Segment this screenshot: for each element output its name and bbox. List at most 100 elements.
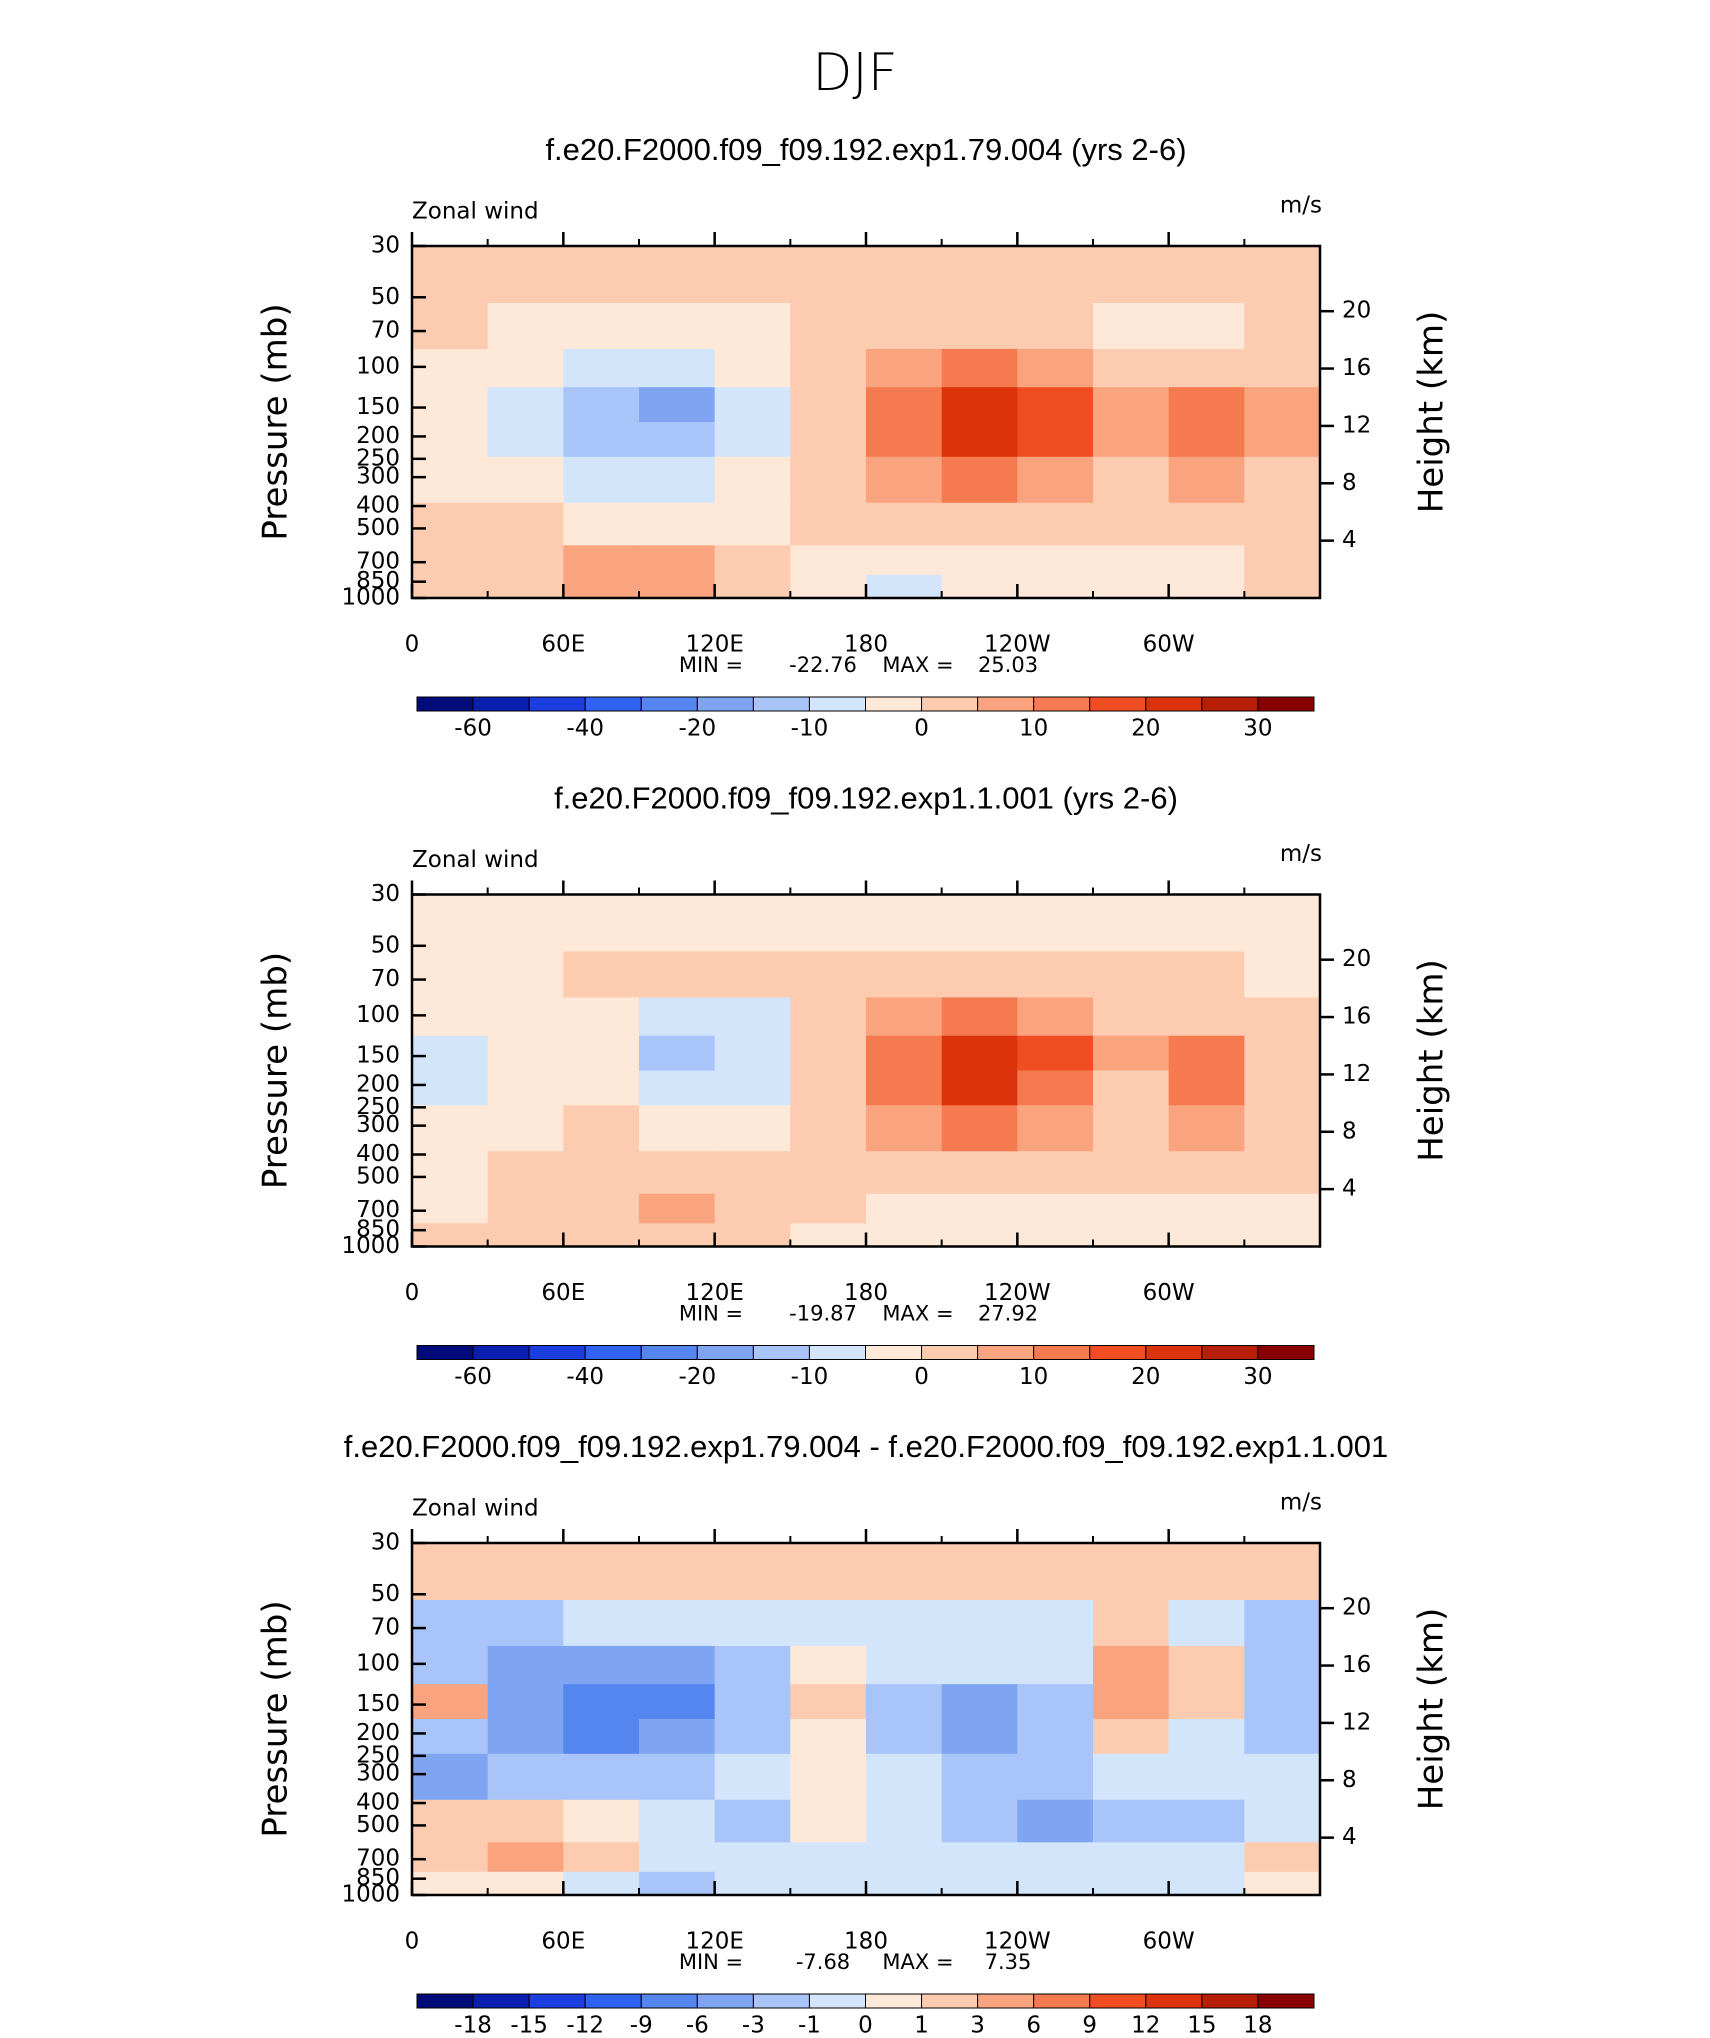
max-value: 25.03	[978, 653, 1038, 677]
contour-cell	[1244, 1070, 1321, 1106]
contour-cell	[1017, 1151, 1094, 1195]
colorbar-label: 18	[1243, 2013, 1272, 2038]
max-label: MAX =	[882, 1302, 953, 1326]
contour-cell	[1093, 387, 1170, 423]
contour-cell	[563, 1599, 640, 1647]
colorbar-box	[1033, 1993, 1091, 2009]
colorbar-box	[865, 1345, 923, 1360]
contour-cell	[941, 387, 1018, 423]
contour-cell	[412, 1842, 489, 1873]
contour-cell	[714, 1543, 791, 1601]
contour-cell	[941, 456, 1018, 504]
contour-cell	[866, 1684, 943, 1720]
contour-cell	[487, 502, 564, 546]
contour-cell	[1244, 1543, 1321, 1601]
contour-cell	[639, 1105, 716, 1152]
x-tick-label: 60W	[1143, 1929, 1195, 1955]
colorbar-box	[1089, 1993, 1147, 2009]
contour-cell	[941, 1223, 1018, 1248]
colorbar-box	[865, 696, 923, 712]
x-tick-label: 120E	[685, 632, 743, 658]
contour-cell	[563, 1070, 640, 1106]
contour-cell	[412, 574, 489, 599]
contour-cell	[790, 894, 867, 953]
y-tick-label: 850	[356, 1865, 400, 1891]
contour-cell	[1017, 545, 1094, 576]
contour-cell	[1093, 1645, 1170, 1685]
contour-cell	[1244, 574, 1321, 599]
contour-cell	[790, 1543, 867, 1601]
contour-cell	[1093, 1105, 1170, 1152]
y-tick-label: 70	[371, 1615, 400, 1641]
contour-cell	[487, 1105, 564, 1152]
colorbar-label: 9	[1082, 2013, 1097, 2038]
colorbar-box	[921, 1993, 979, 2009]
contour-cell	[639, 997, 716, 1037]
contour-cell	[1168, 1035, 1245, 1072]
contour-cell	[714, 1799, 791, 1843]
contour-cell	[714, 1719, 791, 1755]
contour-cell	[563, 1543, 640, 1601]
colorbar-box	[808, 1345, 866, 1360]
contour-cell	[714, 1193, 791, 1224]
contour-cell	[412, 502, 489, 546]
colorbar-label: -40	[566, 1364, 604, 1390]
contour-cell	[1244, 1842, 1321, 1873]
y-tick-label: 100	[356, 353, 400, 379]
colorbar-box	[1257, 1993, 1315, 2009]
contour-cell	[563, 1799, 640, 1843]
contour-cell	[1093, 545, 1170, 576]
contour-cell	[1168, 1193, 1245, 1224]
contour-cell	[1244, 246, 1321, 304]
colorbar-label: 0	[914, 716, 929, 742]
contour-cell	[1244, 1035, 1321, 1072]
contour-cell	[790, 1193, 867, 1224]
contour-cell	[941, 1105, 1018, 1152]
contour-cell	[941, 894, 1018, 953]
colorbar-label: -9	[630, 2013, 653, 2038]
contour-cell	[563, 302, 640, 350]
contour-cell	[790, 1151, 867, 1195]
contour-cell	[1017, 387, 1094, 423]
colorbar-label: -18	[454, 2013, 492, 2038]
y2-tick-label: 4	[1342, 527, 1357, 553]
left-label: Zonal wind	[412, 199, 539, 225]
colorbar-box	[472, 1345, 530, 1360]
contour-cell	[790, 1871, 867, 1896]
contour-cell	[487, 1223, 564, 1248]
contour-cell	[1244, 1753, 1321, 1801]
contour-cell	[412, 1151, 489, 1195]
y-tick-label: 700	[356, 1197, 400, 1223]
colorbar-box	[584, 1345, 642, 1360]
contour-cell	[866, 422, 943, 458]
contour-cell	[1168, 997, 1245, 1037]
colorbar-label: -10	[791, 716, 829, 742]
contour-cell	[487, 1035, 564, 1072]
contour-cell	[1017, 574, 1094, 599]
colorbar-box	[1033, 696, 1091, 712]
contour-cell	[1093, 422, 1170, 458]
contour-cell	[1168, 456, 1245, 504]
x-tick-label: 120E	[685, 1929, 743, 1955]
contour-cell	[563, 1105, 640, 1152]
contour-cell	[563, 1753, 640, 1801]
colorbar-box	[921, 696, 979, 712]
y-tick-label: 50	[371, 932, 400, 958]
contour-cell	[866, 502, 943, 546]
colorbar-box	[1145, 696, 1203, 712]
contour-cell	[866, 1193, 943, 1224]
figure-title: DJF	[812, 43, 897, 103]
contour-cell	[714, 456, 791, 504]
contour-cell	[1093, 1543, 1170, 1601]
colorbar-label: 20	[1131, 1364, 1160, 1390]
contour-cell	[412, 894, 489, 953]
contour-cell	[866, 1842, 943, 1873]
x-tick-label: 60E	[541, 632, 585, 658]
contour-cell	[790, 1035, 867, 1072]
contour-cell	[487, 545, 564, 576]
y-axis-label: Pressure (mb)	[256, 952, 296, 1189]
contour-cell	[866, 456, 943, 504]
contour-cell	[790, 1599, 867, 1647]
y-tick-label: 1000	[341, 1233, 400, 1259]
contour-cell	[1017, 1684, 1094, 1720]
